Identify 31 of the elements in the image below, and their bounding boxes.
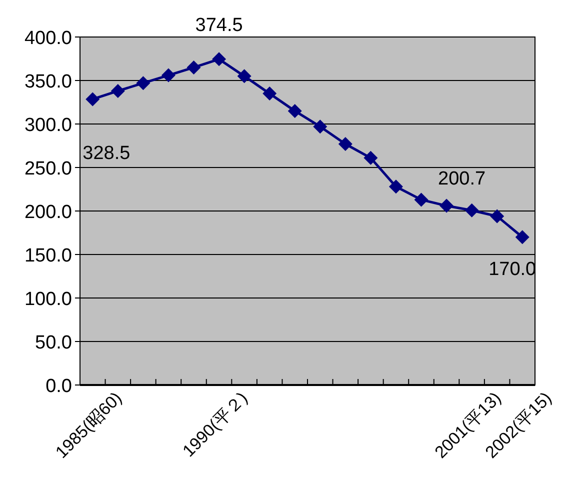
point — [110, 84, 125, 98]
y-tick-label: 150.0 — [24, 246, 72, 266]
point — [161, 68, 176, 82]
point — [490, 209, 504, 224]
point — [313, 120, 328, 134]
point — [338, 137, 352, 152]
point — [414, 192, 428, 207]
y-tick-label: 50.0 — [35, 332, 72, 354]
point — [212, 52, 226, 66]
point — [86, 92, 100, 106]
data-label: 328.5 — [82, 143, 130, 164]
y-tick-label: 100.0 — [24, 289, 72, 310]
y-tick-label: 300.0 — [24, 115, 72, 136]
point — [364, 150, 378, 165]
y-tick-label: 200.0 — [24, 202, 72, 223]
y-tick-label: 250.0 — [24, 158, 72, 180]
point — [186, 60, 201, 74]
y-tick-label: 0.0 — [46, 376, 72, 397]
point — [237, 69, 252, 84]
y-tick-label: 400.0 — [24, 28, 72, 49]
data-label: 170.0 — [488, 259, 536, 280]
point — [288, 104, 302, 118]
point — [464, 203, 479, 218]
point — [136, 76, 150, 90]
point — [262, 86, 277, 101]
point — [388, 180, 403, 194]
point — [440, 198, 454, 213]
y-tick-label: 350.0 — [24, 72, 72, 92]
data-label: 200.7 — [438, 168, 486, 190]
point — [515, 230, 530, 244]
data-label: 374.5 — [195, 15, 243, 36]
